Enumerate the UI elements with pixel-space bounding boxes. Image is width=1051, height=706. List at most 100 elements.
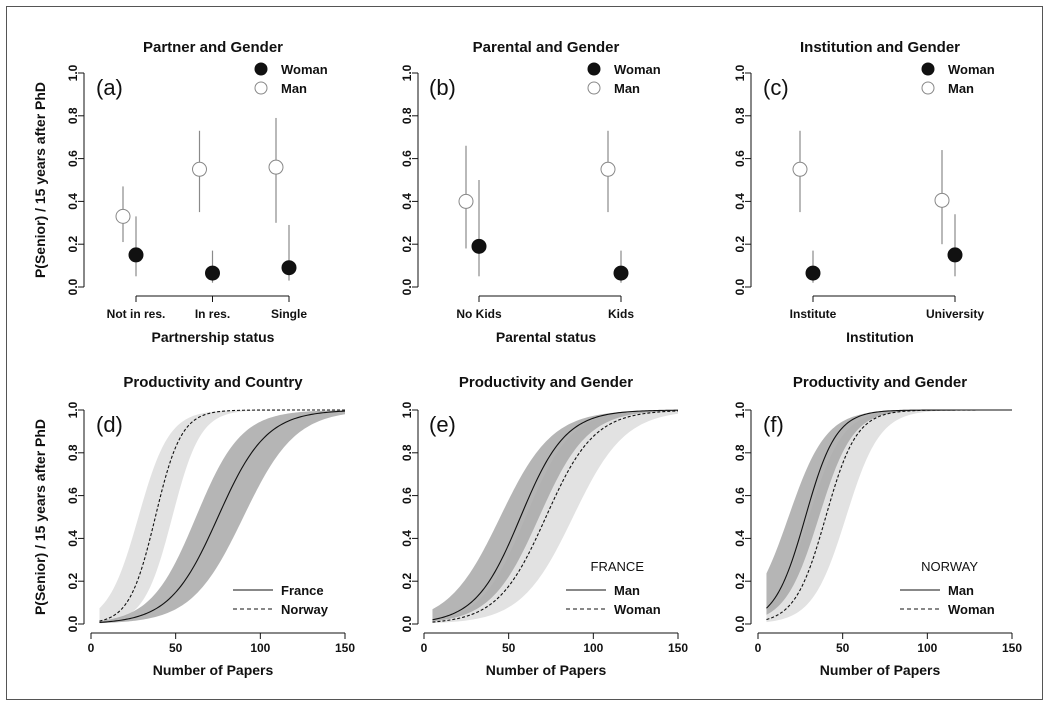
point-woman	[128, 247, 144, 263]
figure-frame	[6, 6, 1043, 700]
y-tick-label: 1.0	[733, 401, 747, 418]
y-tick-label: 1.0	[400, 401, 414, 418]
confidence-band	[432, 410, 678, 622]
legend-label: Man	[948, 81, 974, 96]
legend-label: Man	[281, 81, 307, 96]
x-tick-label: 50	[502, 641, 516, 655]
point-woman	[281, 260, 297, 276]
point-woman	[471, 238, 487, 254]
panel-label: (f)	[763, 412, 784, 437]
legend-marker	[587, 81, 601, 95]
y-tick-label: 0.6	[733, 150, 747, 167]
x-tick-label: 0	[755, 641, 762, 655]
confidence-band	[432, 410, 678, 624]
panel-label: (a)	[96, 75, 123, 100]
y-tick-label: 0.0	[400, 278, 414, 295]
y-tick-label: 0.0	[733, 615, 747, 632]
y-tick-label: 0.2	[66, 236, 80, 253]
series-line-woman	[766, 409, 1013, 621]
series-line-woman	[432, 410, 679, 623]
y-tick-label: 0.8	[733, 444, 747, 461]
y-tick-label: 0.2	[400, 236, 414, 253]
legend-label: Man	[948, 583, 974, 598]
x-tick-label: 0	[421, 641, 428, 655]
series-line-norway	[99, 409, 346, 622]
point-man	[600, 161, 616, 177]
y-tick-label: 1.0	[400, 64, 414, 81]
legend-label: Woman	[614, 602, 661, 617]
panel-label: (b)	[429, 75, 456, 100]
x-tick-label: 0	[88, 641, 95, 655]
legend-marker	[921, 81, 935, 95]
y-tick-label: 0.4	[400, 530, 414, 547]
y-tick-label: 0.4	[66, 530, 80, 547]
y-tick-label: 1.0	[733, 64, 747, 81]
y-axis-label: P(Senior) / 15 years after PhD	[32, 419, 48, 615]
point-woman	[613, 265, 629, 281]
legend-label: Norway	[281, 602, 329, 617]
legend-marker	[921, 62, 935, 76]
legend-label: Man	[614, 583, 640, 598]
y-tick-label: 0.6	[400, 487, 414, 504]
legend-label: Man	[614, 81, 640, 96]
legend-label: France	[281, 583, 324, 598]
x-tick-label: 150	[668, 641, 688, 655]
y-axis-label: P(Senior) / 15 years after PhD	[32, 82, 48, 278]
y-tick-label: 0.2	[733, 573, 747, 590]
x-tick-label: Not in res.	[107, 307, 166, 321]
y-tick-label: 0.4	[733, 193, 747, 210]
chart-title: Productivity and Gender	[459, 374, 633, 391]
series-line-man	[766, 409, 1013, 609]
x-tick-label: 100	[583, 641, 603, 655]
y-tick-label: 0.6	[400, 150, 414, 167]
chart-title: Institution and Gender	[800, 39, 960, 56]
y-tick-label: 0.0	[66, 278, 80, 295]
x-axis-label: Number of Papers	[153, 662, 274, 678]
series-line-france	[99, 410, 346, 623]
y-tick-label: 0.8	[400, 107, 414, 124]
y-tick-label: 0.2	[66, 573, 80, 590]
point-man	[792, 161, 808, 177]
confidence-band	[99, 410, 345, 624]
y-tick-label: 0.8	[66, 444, 80, 461]
panel-label: (d)	[96, 412, 123, 437]
confidence-band	[99, 410, 345, 623]
point-man	[115, 208, 131, 224]
x-tick-label: 50	[169, 641, 183, 655]
x-tick-label: 150	[1002, 641, 1022, 655]
point-woman	[205, 265, 220, 281]
y-tick-label: 1.0	[66, 401, 80, 418]
country-annotation: FRANCE	[591, 559, 645, 574]
country-annotation: NORWAY	[921, 559, 978, 574]
chart-title: Parental and Gender	[473, 39, 620, 56]
x-tick-label: Institute	[790, 307, 837, 321]
y-tick-label: 0.2	[400, 573, 414, 590]
y-tick-label: 0.4	[733, 530, 747, 547]
legend-label: Woman	[948, 62, 995, 77]
point-man	[458, 193, 474, 209]
legend-marker	[254, 81, 268, 95]
x-tick-label: Single	[271, 307, 307, 321]
x-tick-label: 50	[836, 641, 850, 655]
y-tick-label: 0.0	[400, 615, 414, 632]
legend-label: Woman	[614, 62, 661, 77]
panel-label: (e)	[429, 412, 456, 437]
point-woman	[947, 247, 963, 263]
x-tick-label: 150	[335, 641, 355, 655]
point-man	[192, 161, 207, 177]
legend-label: Woman	[948, 602, 995, 617]
chart-title: Productivity and Country	[123, 374, 303, 391]
y-tick-label: 0.0	[733, 278, 747, 295]
chart-title: Productivity and Gender	[793, 374, 967, 391]
x-axis-label: Institution	[846, 329, 914, 345]
confidence-band	[766, 410, 1012, 615]
x-axis-label: Number of Papers	[820, 662, 941, 678]
panel-label: (c)	[763, 75, 789, 100]
legend-marker	[587, 62, 601, 76]
x-tick-label: 100	[250, 641, 270, 655]
x-tick-label: No Kids	[456, 307, 502, 321]
series-line-man	[432, 409, 679, 621]
x-tick-label: In res.	[195, 307, 230, 321]
y-tick-label: 0.8	[400, 444, 414, 461]
